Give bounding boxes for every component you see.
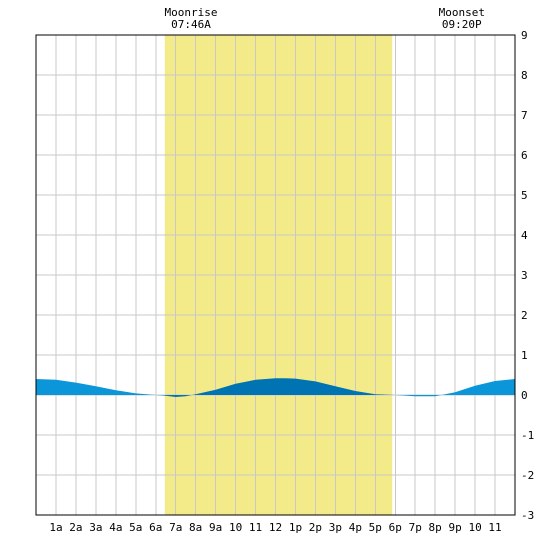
x-axis-tick-labels: 1a 2a 3a 4a 5a 6a 7a 8a 9a 10 11 12 1p 2p 3p 4p 5p 6p 7p 8p… <box>49 521 501 534</box>
x-tick-label: 2a <box>69 521 82 534</box>
x-tick-label: 7a <box>169 521 182 534</box>
y-tick-label: 1 <box>521 349 528 362</box>
x-tick-label: 2p <box>309 521 322 534</box>
x-tick-label: 12 <box>269 521 282 534</box>
y-tick-label: 7 <box>521 109 528 122</box>
y-tick-label: -2 <box>521 469 534 482</box>
plot-frame <box>35 34 516 516</box>
x-tick-label: 4a <box>109 521 122 534</box>
y-tick-label: 0 <box>521 389 528 402</box>
x-tick-label: 9a <box>209 521 222 534</box>
x-tick-label: 5a <box>129 521 142 534</box>
x-tick-label: 11 <box>488 521 501 534</box>
x-tick-label: 3p <box>329 521 342 534</box>
x-tick-label: 8a <box>189 521 202 534</box>
y-tick-label: 9 <box>521 29 528 42</box>
x-tick-label: 10 <box>229 521 242 534</box>
x-tick-label: 6a <box>149 521 162 534</box>
x-tick-label: 4p <box>349 521 362 534</box>
y-axis-tick-labels: 9 8 7 6 5 4 3 2 1 0 -1 -2 -3 <box>521 29 534 522</box>
y-tick-label: 8 <box>521 69 528 82</box>
moon-event-label: Moonrise <box>165 6 218 19</box>
tide-area-night <box>36 379 165 396</box>
y-tick-label: 3 <box>521 269 528 282</box>
tide-area-day <box>164 378 393 397</box>
y-tick-label: 4 <box>521 229 528 242</box>
horizontal-gridlines <box>36 74 515 476</box>
x-tick-label: 1p <box>289 521 302 534</box>
x-tick-label: 10 <box>468 521 481 534</box>
y-tick-label: 5 <box>521 189 528 202</box>
x-tick-label: 5p <box>369 521 382 534</box>
x-tick-label: 7p <box>409 521 422 534</box>
moon-event-time: 09:20P <box>442 18 482 31</box>
x-tick-label: 9p <box>449 521 462 534</box>
x-tick-label: 8p <box>429 521 442 534</box>
y-tick-label: 2 <box>521 309 528 322</box>
moon-event-time: 07:46A <box>171 18 211 31</box>
tide-area-night <box>392 379 515 397</box>
x-tick-label: 6p <box>389 521 402 534</box>
y-tick-label: 6 <box>521 149 528 162</box>
x-tick-label: 1a <box>49 521 62 534</box>
x-tick-label: 3a <box>89 521 102 534</box>
y-tick-label: -1 <box>521 429 534 442</box>
moon-event-label: Moonset <box>439 6 485 19</box>
x-tick-label: 11 <box>249 521 262 534</box>
tide-area <box>36 378 515 397</box>
y-tick-label: -3 <box>521 509 534 522</box>
